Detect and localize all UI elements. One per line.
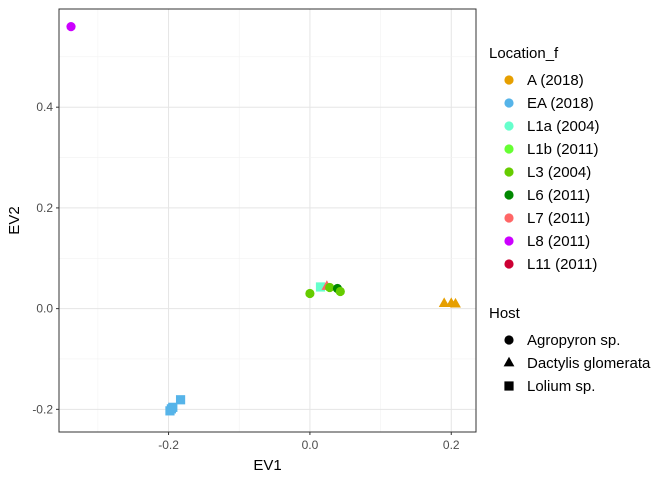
plot-background	[59, 9, 476, 432]
data-point	[325, 282, 335, 293]
data-point	[450, 297, 461, 308]
axes: -0.2 0.0 0.2 -0.2 0.0 0.2 0.4	[32, 100, 460, 452]
y-tick-label: 0.0	[36, 302, 53, 316]
legend-shape-key	[504, 335, 514, 345]
legend-location-label: L7 (2011)	[527, 210, 590, 227]
legend-color-key	[504, 213, 514, 223]
y-tick-label: -0.2	[32, 402, 53, 416]
legend-color-key	[504, 259, 514, 269]
legend-color-key	[504, 190, 514, 200]
location-legend-title: Location_f	[489, 45, 559, 62]
y-tick-label: 0.4	[36, 100, 53, 114]
legend-location-label: L3 (2004)	[527, 164, 591, 181]
legend-color-key	[504, 75, 514, 85]
data-point	[315, 282, 326, 292]
data-points	[66, 22, 461, 416]
x-tick-label: 0.0	[302, 438, 319, 452]
legend-color-key	[504, 236, 514, 246]
legend-location-label: L1b (2011)	[527, 141, 598, 158]
y-tick-label: 0.2	[36, 201, 53, 215]
legend-host-label: Lolium sp.	[527, 378, 595, 395]
legend-location-label: EA (2018)	[527, 95, 594, 112]
x-axis-title: EV1	[253, 457, 281, 474]
data-point	[335, 286, 345, 297]
legend-location-label: A (2018)	[527, 72, 584, 89]
plot-panel-border	[58, 8, 477, 433]
x-tick-label: -0.2	[158, 438, 179, 452]
grid-lines	[59, 9, 476, 432]
data-point	[438, 297, 450, 307]
legend-host-label: Agropyron sp.	[527, 332, 620, 349]
legend-location-label: L1a (2004)	[527, 118, 600, 135]
host-legend: Host Agropyron sp. Dactylis glomerata Loli…	[489, 305, 651, 395]
legend-color-key	[504, 144, 514, 154]
legend-shape-key	[503, 356, 515, 367]
y-axis-title: EV2	[6, 206, 23, 234]
legend-location-label: L8 (2011)	[527, 233, 590, 250]
data-point	[175, 395, 186, 405]
data-point	[66, 22, 76, 32]
x-tick-label: 0.2	[443, 438, 460, 452]
legend-color-key	[504, 98, 514, 108]
host-legend-title: Host	[489, 305, 521, 322]
legend-color-key	[504, 167, 514, 177]
data-point	[305, 288, 315, 299]
data-point	[168, 402, 178, 412]
legend-color-key	[504, 121, 514, 131]
legend-location-label: L11 (2011)	[527, 256, 597, 273]
location-legend: Location_f A (2018) EA (2018) L1a (2004) L1…	[489, 45, 600, 273]
legend-location-label: L6 (2011)	[527, 187, 590, 204]
legend-host-label: Dactylis glomerata	[527, 355, 651, 372]
legend-shape-key	[504, 381, 514, 391]
